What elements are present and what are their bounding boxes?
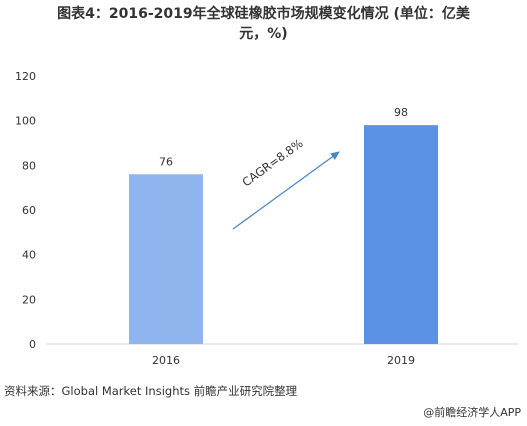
x-tick-label-2019: 2019 (387, 354, 415, 367)
data-labels: 76 98 (159, 106, 408, 168)
bar-2019 (364, 125, 438, 344)
source-note: 资料来源：Global Market Insights 前瞻产业研究院整理 (4, 384, 298, 398)
y-axis: 0 20 40 60 80 100 120 (15, 70, 36, 351)
y-tick-label: 0 (29, 338, 36, 351)
category-labels: 2016 2019 (152, 354, 415, 367)
bar-2016 (129, 174, 203, 344)
y-tick-label: 120 (15, 70, 36, 83)
brand-watermark-text: @前瞻经济学人APP (423, 406, 521, 419)
chart-title: 图表4：2016-2019年全球硅橡胶市场规模变化情况 (单位：亿美 元，%) (0, 4, 527, 44)
bars (129, 125, 438, 344)
y-tick-label: 100 (15, 115, 36, 128)
chart-title-line-2: 元，%) (239, 26, 288, 42)
y-tick-label: 20 (22, 293, 36, 306)
y-tick-label: 60 (22, 204, 36, 217)
y-tick-label: 40 (22, 249, 36, 262)
cagr-annotation: CAGR=8.8% (240, 136, 306, 189)
data-label-2016: 76 (159, 155, 173, 168)
data-label-2019: 98 (394, 106, 408, 119)
bar-chart: 0 20 40 60 80 100 120 2016 2019 76 98 CAGR=8.8% (15, 70, 518, 367)
cagr-arrow (232, 151, 340, 230)
x-tick-label-2016: 2016 (152, 354, 180, 367)
y-tick-label: 80 (22, 159, 36, 172)
chart-title-line-1: 图表4：2016-2019年全球硅橡胶市场规模变化情况 (单位：亿美 (57, 6, 470, 22)
